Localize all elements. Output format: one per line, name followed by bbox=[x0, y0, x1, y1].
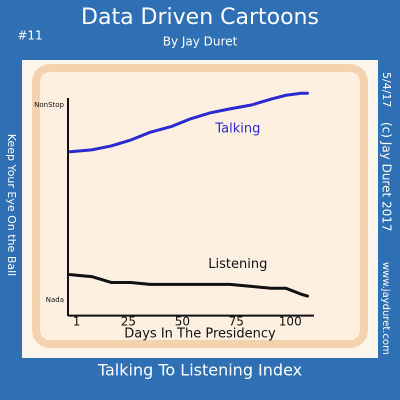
subtitle: By Jay Duret bbox=[163, 35, 238, 49]
y-tick-label: Nada bbox=[46, 296, 64, 304]
series-label: Talking bbox=[214, 121, 260, 136]
x-axis-title: Days In The Presidency bbox=[124, 327, 276, 342]
title: Data Driven Cartoons bbox=[81, 5, 319, 30]
x-tick-label: 100 bbox=[279, 315, 302, 329]
date: 5/4/17 bbox=[380, 72, 393, 107]
issue: #11 bbox=[17, 29, 42, 43]
x-tick-label: 25 bbox=[121, 315, 136, 329]
x-tick-label: 75 bbox=[229, 315, 244, 329]
side-note: Keep Your Eye On the Ball bbox=[5, 134, 18, 276]
x-tick-label: 50 bbox=[175, 315, 190, 329]
inner-panel bbox=[32, 64, 368, 348]
website: www.jayduret.com bbox=[380, 262, 391, 355]
y-tick-label: NonStop bbox=[34, 101, 64, 109]
series-line bbox=[68, 273, 310, 298]
series-label: Listening bbox=[208, 257, 267, 272]
series-line bbox=[68, 91, 310, 154]
copyright: (c) Jay Duret 2017 bbox=[380, 122, 394, 232]
caption: Talking To Listening Index bbox=[97, 361, 302, 380]
x-tick-label: 1 bbox=[73, 315, 81, 329]
